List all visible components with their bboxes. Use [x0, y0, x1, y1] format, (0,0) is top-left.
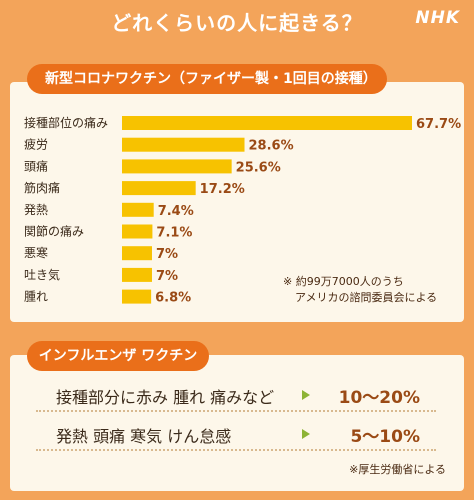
category-label: 接種部位の痛み	[24, 115, 108, 130]
covid-note-line-2: アメリカの諮問委員会による	[295, 291, 438, 304]
flu-row-value: 5～10%	[350, 427, 420, 447]
page-title: どれくらいの人に起きる？	[111, 11, 363, 35]
category-label: 筋肉痛	[24, 180, 60, 195]
bar	[122, 181, 196, 196]
data-label: 7.1%	[156, 226, 192, 241]
category-label: 発熱	[24, 203, 48, 217]
category-label: 疲労	[24, 137, 48, 152]
flu-row-label: 発熱 頭痛 寒気 けん怠感	[56, 427, 232, 446]
bar	[122, 224, 153, 239]
data-label: 28.6%	[249, 139, 294, 154]
category-label: 悪寒	[24, 245, 48, 260]
flu-vaccine-label: インフルエンザ ワクチン	[27, 341, 209, 371]
category-label: 腫れ	[24, 290, 48, 304]
arrow-right-icon	[302, 429, 310, 439]
category-label: 頭痛	[24, 158, 48, 173]
flu-row-value: 10～20%	[338, 388, 420, 408]
data-label: 17.2%	[200, 182, 245, 197]
bar	[122, 289, 152, 304]
data-label: 7%	[156, 269, 178, 284]
bar	[122, 116, 412, 130]
data-label: 7%	[156, 247, 178, 262]
flu-row-label: 接種部分に赤み 腫れ 痛みなど	[56, 388, 275, 407]
covid-note-line-1: ※ 約99万7000人のうち	[283, 275, 404, 288]
category-label: 関節の痛み	[24, 224, 84, 239]
header: どれくらいの人に起きる？ NHK	[0, 0, 474, 42]
flu-source-note: ※厚生労働省による	[349, 463, 446, 476]
data-label: 7.4%	[158, 204, 194, 219]
bar	[122, 159, 232, 174]
category-label: 吐き気	[24, 267, 60, 282]
flu-row: 発熱 頭痛 寒気 けん怠感 5～10%	[36, 419, 436, 451]
bar	[122, 137, 245, 152]
covid-vaccine-label: 新型コロナワクチン（ファイザー製・1回目の接種）	[27, 64, 387, 94]
covid-source-note: ※ 約99万7000人のうち アメリカの諮問委員会による	[283, 274, 463, 306]
flu-row: 接種部分に赤み 腫れ 痛みなど 10～20%	[36, 380, 436, 412]
bar	[122, 246, 152, 261]
flu-panel	[10, 355, 464, 491]
data-label: 25.6%	[236, 160, 281, 175]
nhk-logo: NHK	[415, 8, 460, 28]
data-label: 67.7%	[416, 117, 461, 132]
bar	[122, 267, 152, 282]
bar	[122, 202, 154, 217]
arrow-right-icon	[302, 390, 310, 400]
data-label: 6.8%	[155, 291, 191, 306]
